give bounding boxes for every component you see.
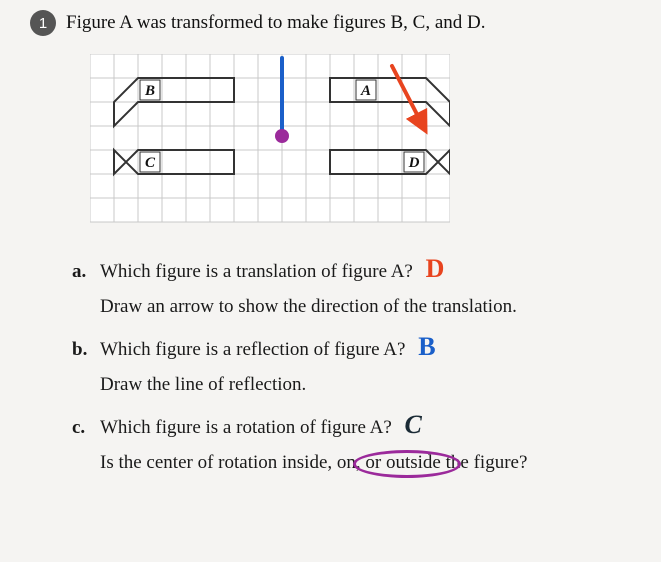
part-a-question: Which figure is a translation of figure … xyxy=(100,254,641,284)
part-c-label: c. xyxy=(72,417,92,439)
label-B: B xyxy=(140,80,160,100)
part-b-answer: B xyxy=(418,332,435,361)
label-A: A xyxy=(356,80,376,100)
part-b: b. Which figure is a reflection of figur… xyxy=(72,332,641,396)
svg-text:C: C xyxy=(145,155,156,171)
part-a-sub: Draw an arrow to show the direction of t… xyxy=(100,296,641,318)
part-b-label: b. xyxy=(72,339,92,361)
grid-figure: B A C D xyxy=(90,54,450,224)
part-a-answer: D xyxy=(426,254,445,283)
question-text-content: Figure A was transformed to make figures… xyxy=(66,12,486,33)
parts-container: a. Which figure is a translation of figu… xyxy=(72,254,641,474)
question-number-badge: 1 xyxy=(30,10,56,36)
part-c-answer: C xyxy=(405,410,422,439)
part-b-sub: Draw the line of reflection. xyxy=(100,374,641,396)
grid-bg xyxy=(90,54,450,222)
label-D: D xyxy=(404,152,424,172)
circled-answer: or outside th xyxy=(365,452,460,474)
part-c-sub: Is the center of rotation inside, on, or… xyxy=(100,452,641,474)
svg-text:B: B xyxy=(144,83,155,99)
part-a-label: a. xyxy=(72,261,92,283)
part-b-question: Which figure is a reflection of figure A… xyxy=(100,332,641,362)
rotation-center-dot xyxy=(275,129,289,143)
label-C: C xyxy=(140,152,160,172)
svg-text:D: D xyxy=(408,155,420,171)
grid-svg: B A C D xyxy=(90,54,450,224)
svg-text:A: A xyxy=(360,83,371,99)
part-a: a. Which figure is a translation of figu… xyxy=(72,254,641,318)
part-c: c. Which figure is a rotation of figure … xyxy=(72,410,641,474)
question-header: 1 Figure A was transformed to make figur… xyxy=(30,10,641,36)
part-c-question: Which figure is a rotation of figure A? … xyxy=(100,410,641,440)
question-text: Figure A was transformed to make figures… xyxy=(66,12,486,34)
